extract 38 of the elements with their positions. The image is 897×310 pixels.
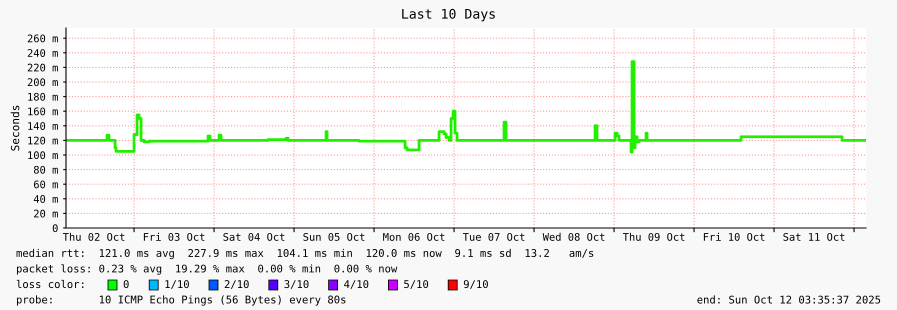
y-axis-title: Seconds: [10, 106, 20, 151]
text: end: Sun Oct 12 03:35:37 2025: [697, 295, 880, 304]
x-tick-label: Fri 10 Oct: [704, 232, 764, 241]
text: probe: 10 ICMP Echo Pings (56 Bytes) every 80s: [16, 295, 346, 306]
x-tick-label: Mon 06 Oct: [383, 232, 444, 241]
text: 3/10: [284, 280, 309, 289]
text: loss color:: [16, 280, 84, 288]
y-tick-label: 0: [52, 224, 58, 232]
y-tick-label: 40 m: [34, 195, 58, 203]
y-tick-label: 80 m: [34, 166, 58, 174]
text: median rtt: 121.0 ms avg 227.9 ms max 104.1 ms min 120.0 ms now 9.1 ms sd 13.2 am/s: [16, 248, 594, 260]
text: 1/10: [165, 280, 189, 289]
text: 9/10: [464, 280, 488, 289]
y-tick-label: 60 m: [34, 180, 58, 188]
x-tick-label: Sun 05 Oct: [303, 232, 364, 241]
x-tick-label: Thu 09 Oct: [622, 232, 684, 241]
y-tick-label: 240 m: [28, 49, 58, 57]
text: 2/10: [224, 280, 249, 289]
text: 0: [124, 280, 129, 288]
chart-title: Last 10 Days: [402, 8, 495, 22]
x-tick-label: Fri 03 Oct: [144, 232, 204, 241]
text: 4/10: [344, 280, 368, 289]
text: 5/10: [404, 280, 428, 289]
y-tick-label: 120 m: [28, 136, 58, 145]
x-tick-label: Sat 04 Oct: [223, 232, 284, 241]
y-tick-label: 20 m: [34, 210, 58, 218]
y-tick-label: 160 m: [28, 107, 58, 116]
y-tick-label: 260 m: [28, 34, 58, 42]
y-tick-label: 220 m: [28, 64, 58, 72]
x-tick-label: Wed 08 Oct: [542, 232, 604, 241]
y-tick-label: 200 m: [28, 78, 58, 86]
x-tick-label: Tue 07 Oct: [462, 232, 524, 241]
y-tick-label: 180 m: [28, 92, 58, 101]
y-tick-label: 100 m: [28, 151, 58, 160]
y-tick-label: 140 m: [28, 122, 58, 130]
text: packet loss: 0.23 % avg 19.29 % max 0.00 % min 0.00 % now: [16, 264, 398, 275]
x-tick-label: Thu 02 Oct: [62, 232, 124, 241]
x-tick-label: Sat 11 Oct: [783, 232, 844, 241]
